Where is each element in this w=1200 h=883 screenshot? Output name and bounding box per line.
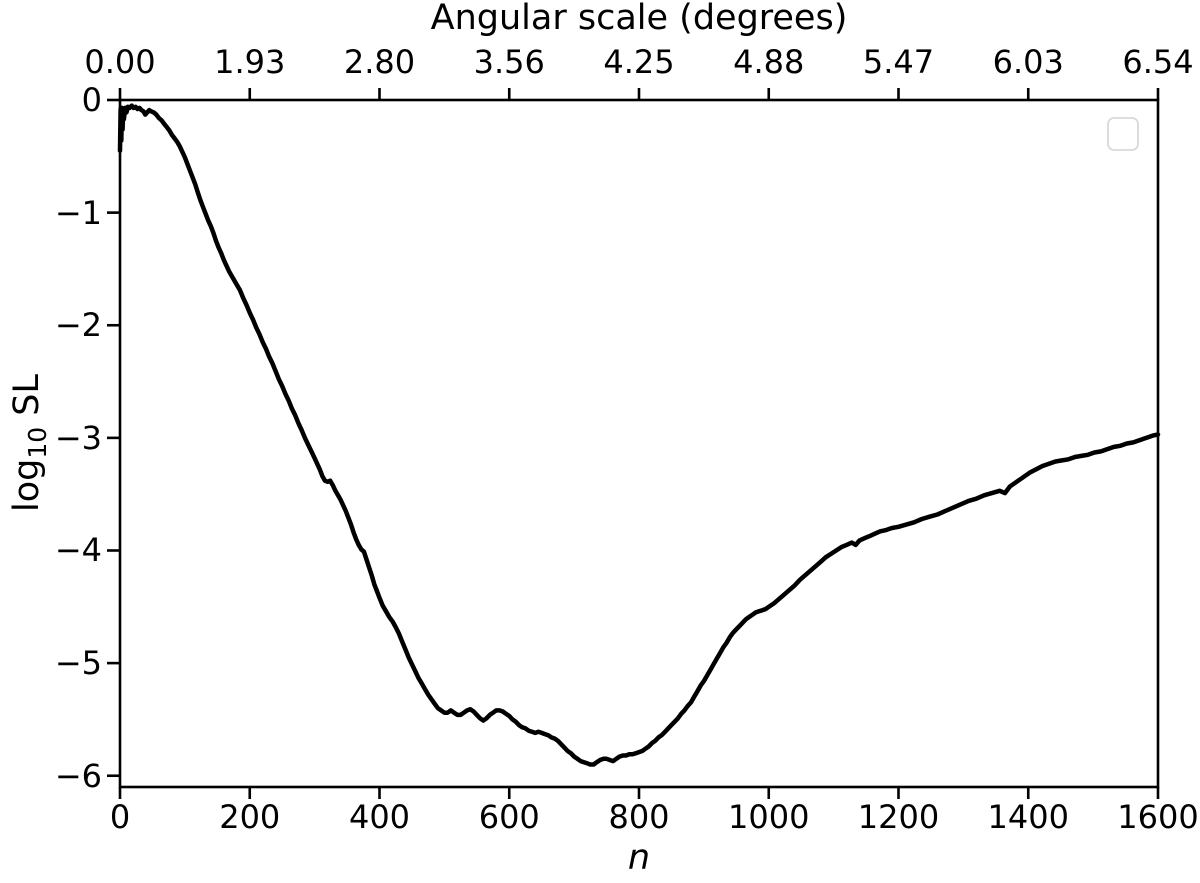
data-curve	[117, 103, 1161, 767]
top-tick-label: 0.00	[84, 43, 156, 81]
top-tick-label: 6.03	[992, 43, 1064, 81]
x-tick-label: 0	[109, 798, 131, 836]
y-tick-label: −2	[54, 306, 102, 345]
y-tick-label: −5	[54, 644, 102, 683]
y-axis-label-suffix: SL	[7, 373, 47, 427]
y-tick-label: 0	[81, 81, 102, 119]
legend-box	[1107, 117, 1139, 151]
x-tick-label: 1000	[728, 798, 810, 836]
top-tick-label: 5.47	[862, 43, 935, 81]
x-tick-label: 200	[219, 798, 281, 836]
axes-spines	[118, 98, 1160, 789]
y-tick-label: −6	[54, 756, 102, 795]
y-tick-label: −1	[54, 193, 102, 232]
top-axis-label: Angular scale (degrees)	[430, 0, 848, 38]
top-tick-label: 6.54	[1122, 43, 1194, 81]
x-tick-label: 400	[348, 798, 411, 836]
y-tick-label: −3	[54, 418, 102, 457]
x-tick-label: 1400	[987, 798, 1069, 836]
top-tick-label: 3.56	[473, 43, 545, 81]
x-axis-label: n	[627, 838, 651, 878]
x-tick-label: 1600	[1117, 798, 1199, 836]
x-tick-label: 800	[608, 798, 670, 836]
x-tick-label: 600	[478, 798, 540, 836]
y-axis-label-prefix: log	[7, 458, 47, 513]
top-tick-label: 1.93	[214, 43, 286, 81]
x-tick-label: 1200	[857, 798, 940, 836]
top-tick-label: 4.88	[733, 43, 805, 81]
y-tick-label: −4	[54, 531, 102, 570]
top-tick-label: 4.25	[603, 43, 675, 81]
top-tick-label: 2.80	[343, 43, 416, 81]
